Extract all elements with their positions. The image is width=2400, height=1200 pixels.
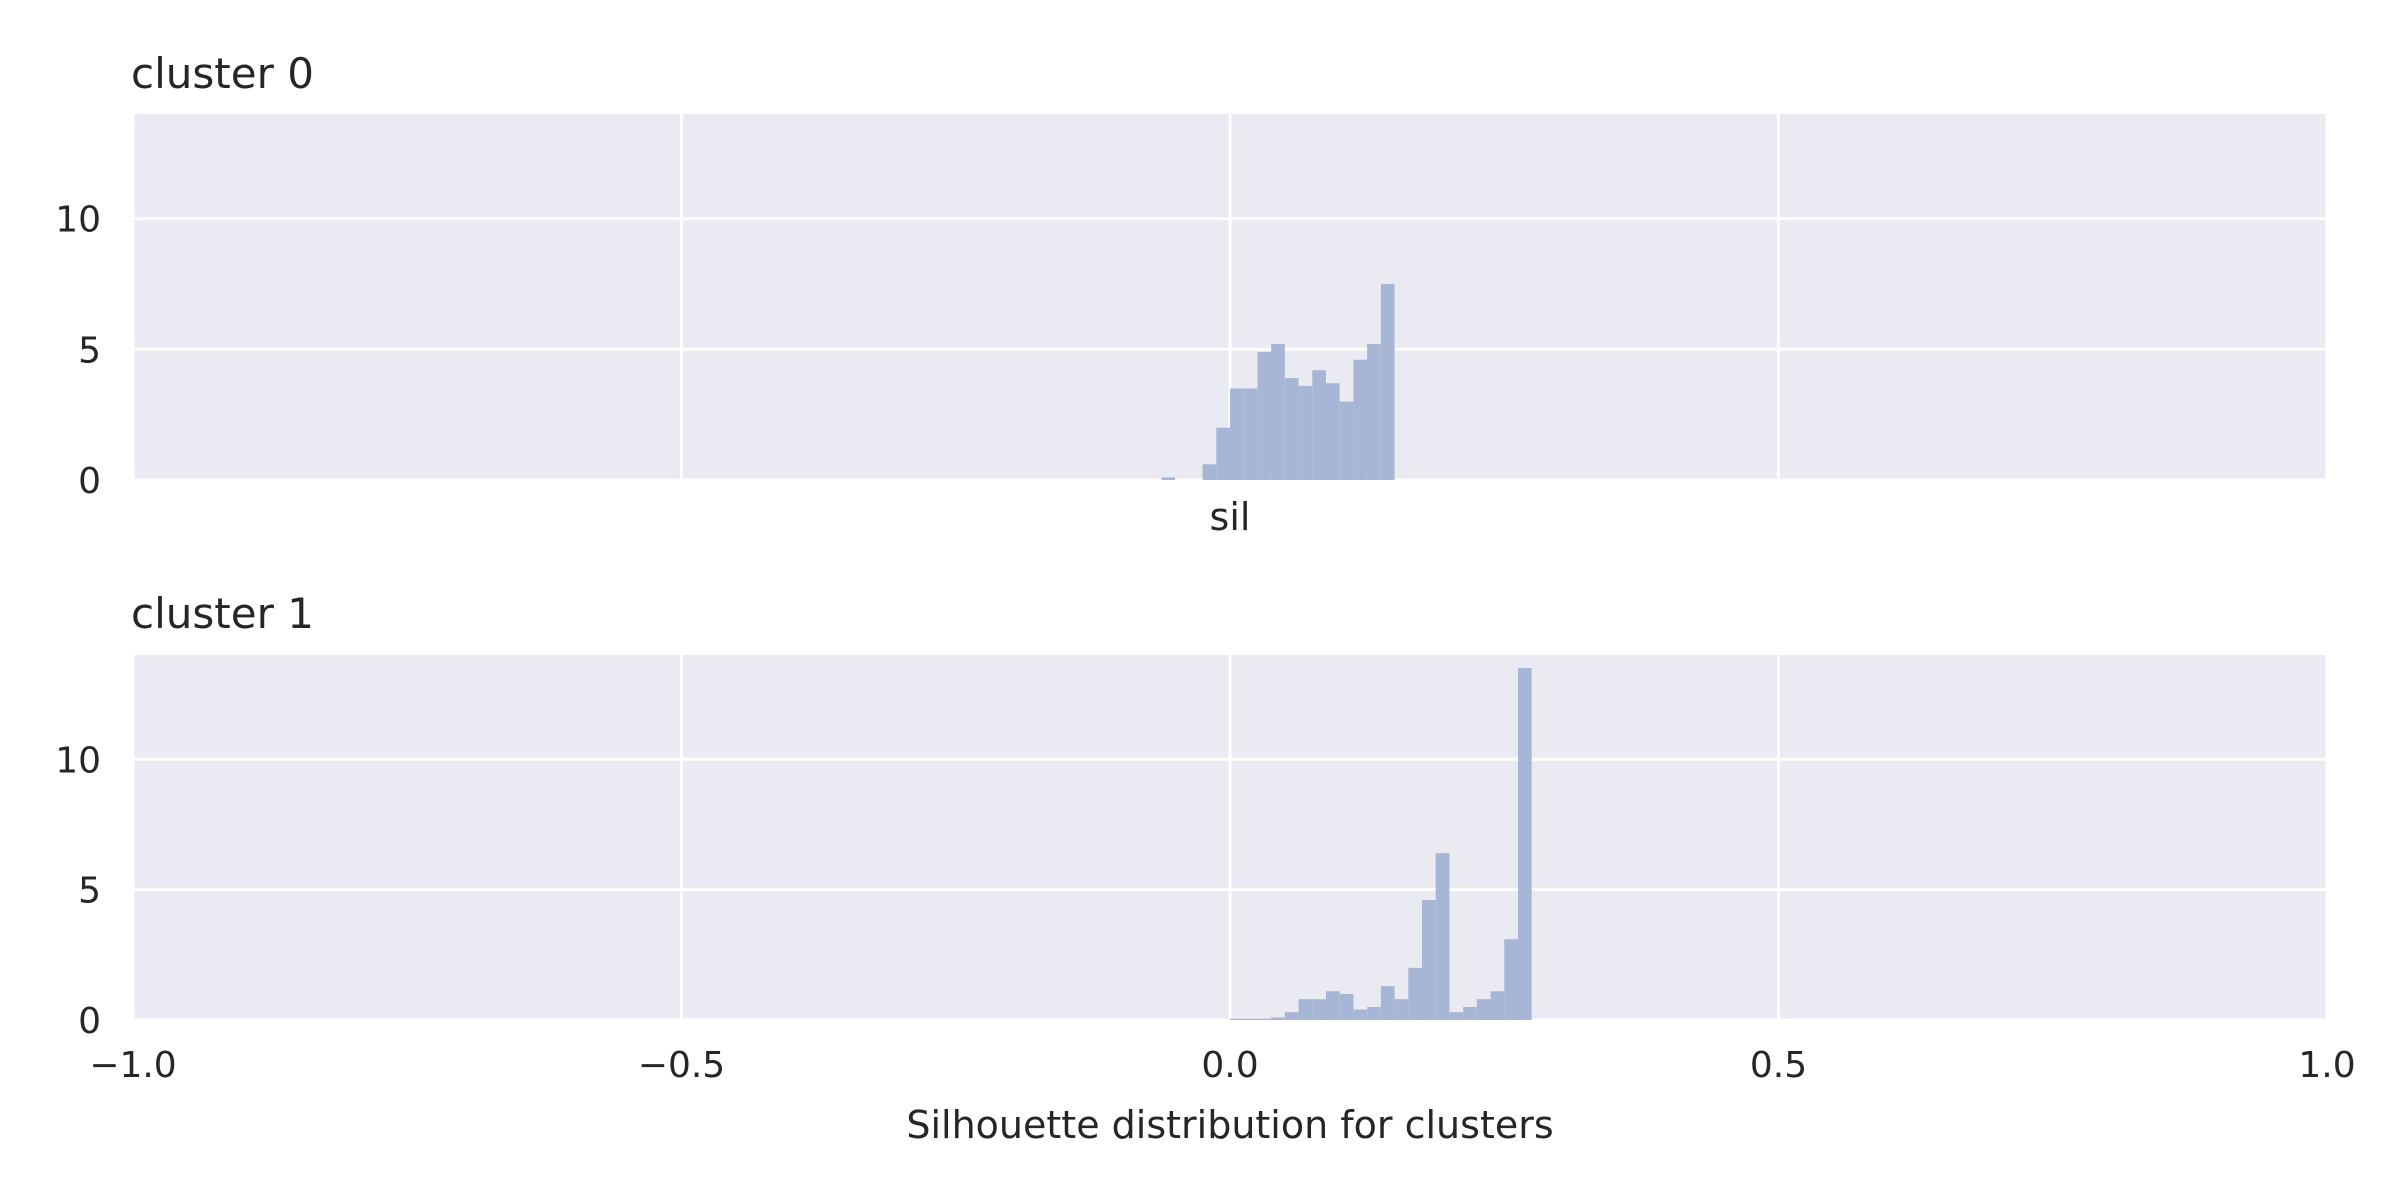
cluster-0-histogram-bar — [1339, 401, 1354, 480]
cluster-1-histogram-bar — [1367, 1006, 1381, 1020]
cluster-1-xlabel: Silhouette distribution for clusters — [906, 1103, 1553, 1147]
cluster-1-xtick-label: −0.5 — [638, 1045, 725, 1086]
cluster-1-histogram-bar — [1312, 999, 1326, 1020]
cluster-0-ytick-label: 5 — [78, 330, 101, 371]
cluster-1-histogram-bar — [1408, 967, 1422, 1020]
cluster-1-xtick-label: 0.0 — [1201, 1045, 1258, 1086]
cluster-1-histogram-bar — [1490, 991, 1505, 1020]
cluster-1-histogram-bar — [1421, 900, 1436, 1020]
cluster-1-ytick-label: 10 — [55, 740, 101, 781]
cluster-1-histogram-bar — [1476, 999, 1491, 1020]
cluster-1-histogram-bar — [1284, 1012, 1299, 1020]
cluster-0-ytick-label: 0 — [78, 461, 101, 502]
cluster-0-histogram-bar — [1284, 378, 1299, 480]
cluster-0-histogram-bar — [1161, 477, 1176, 480]
cluster-1-histogram-bar — [1243, 1018, 1258, 1020]
cluster-0-panel: 0 5 10 cluster 0 sil — [55, 49, 2329, 539]
cluster-0-histogram-bar — [1380, 283, 1395, 480]
cluster-0-xlabel: sil — [1210, 495, 1251, 539]
cluster-0-histogram-bar — [1312, 370, 1326, 480]
cluster-0-ytick-label: 10 — [55, 200, 101, 241]
cluster-0-histogram-bar — [1298, 385, 1313, 480]
cluster-1-ytick-label: 5 — [78, 871, 101, 912]
cluster-1-title: cluster 1 — [131, 589, 314, 638]
cluster-1-histogram-bar — [1463, 1006, 1477, 1020]
cluster-1-histogram-bar — [1257, 1018, 1272, 1020]
cluster-0-histogram-bar — [1216, 427, 1230, 480]
cluster-0-histogram-bar — [1325, 383, 1340, 480]
cluster-1-xtick-label: 1.0 — [2298, 1045, 2355, 1086]
cluster-1-histogram-bar — [1353, 1009, 1368, 1020]
cluster-1-histogram-bar — [1325, 991, 1340, 1020]
cluster-1-histogram-bar — [1517, 668, 1532, 1020]
cluster-1-xtick-label: 0.5 — [1750, 1045, 1807, 1086]
cluster-1-histogram-bar — [1339, 993, 1354, 1020]
cluster-0-title: cluster 0 — [131, 49, 314, 98]
cluster-1-histogram-bar — [1504, 939, 1518, 1020]
cluster-1-histogram-bar — [1271, 1017, 1285, 1020]
cluster-0-histogram-bar — [1257, 351, 1272, 480]
cluster-1-ytick-label: 0 — [78, 1001, 101, 1042]
cluster-0-histogram-bar — [1271, 344, 1285, 480]
cluster-1-histogram-bar — [1230, 1018, 1244, 1020]
cluster-1-panel: 0 5 10 −1.0 −0.5 0.0 0.5 1.0 cluster 1 Silhoue… — [55, 589, 2355, 1147]
cluster-0-histogram-bar — [1202, 464, 1217, 480]
cluster-1-xtick-label: −1.0 — [89, 1045, 176, 1086]
cluster-1-histogram-bar — [1394, 999, 1409, 1020]
cluster-0-histogram-bar — [1353, 359, 1368, 480]
cluster-0-histogram-bar — [1367, 344, 1381, 480]
cluster-1-histogram-bar — [1449, 1012, 1464, 1020]
cluster-1-histogram-bar — [1298, 999, 1313, 1020]
cluster-1-histogram-bar — [1380, 986, 1395, 1020]
cluster-0-histogram-bar — [1243, 388, 1258, 480]
cluster-0-histogram-bar — [1230, 388, 1244, 480]
cluster-1-histogram-bar — [1435, 853, 1450, 1020]
